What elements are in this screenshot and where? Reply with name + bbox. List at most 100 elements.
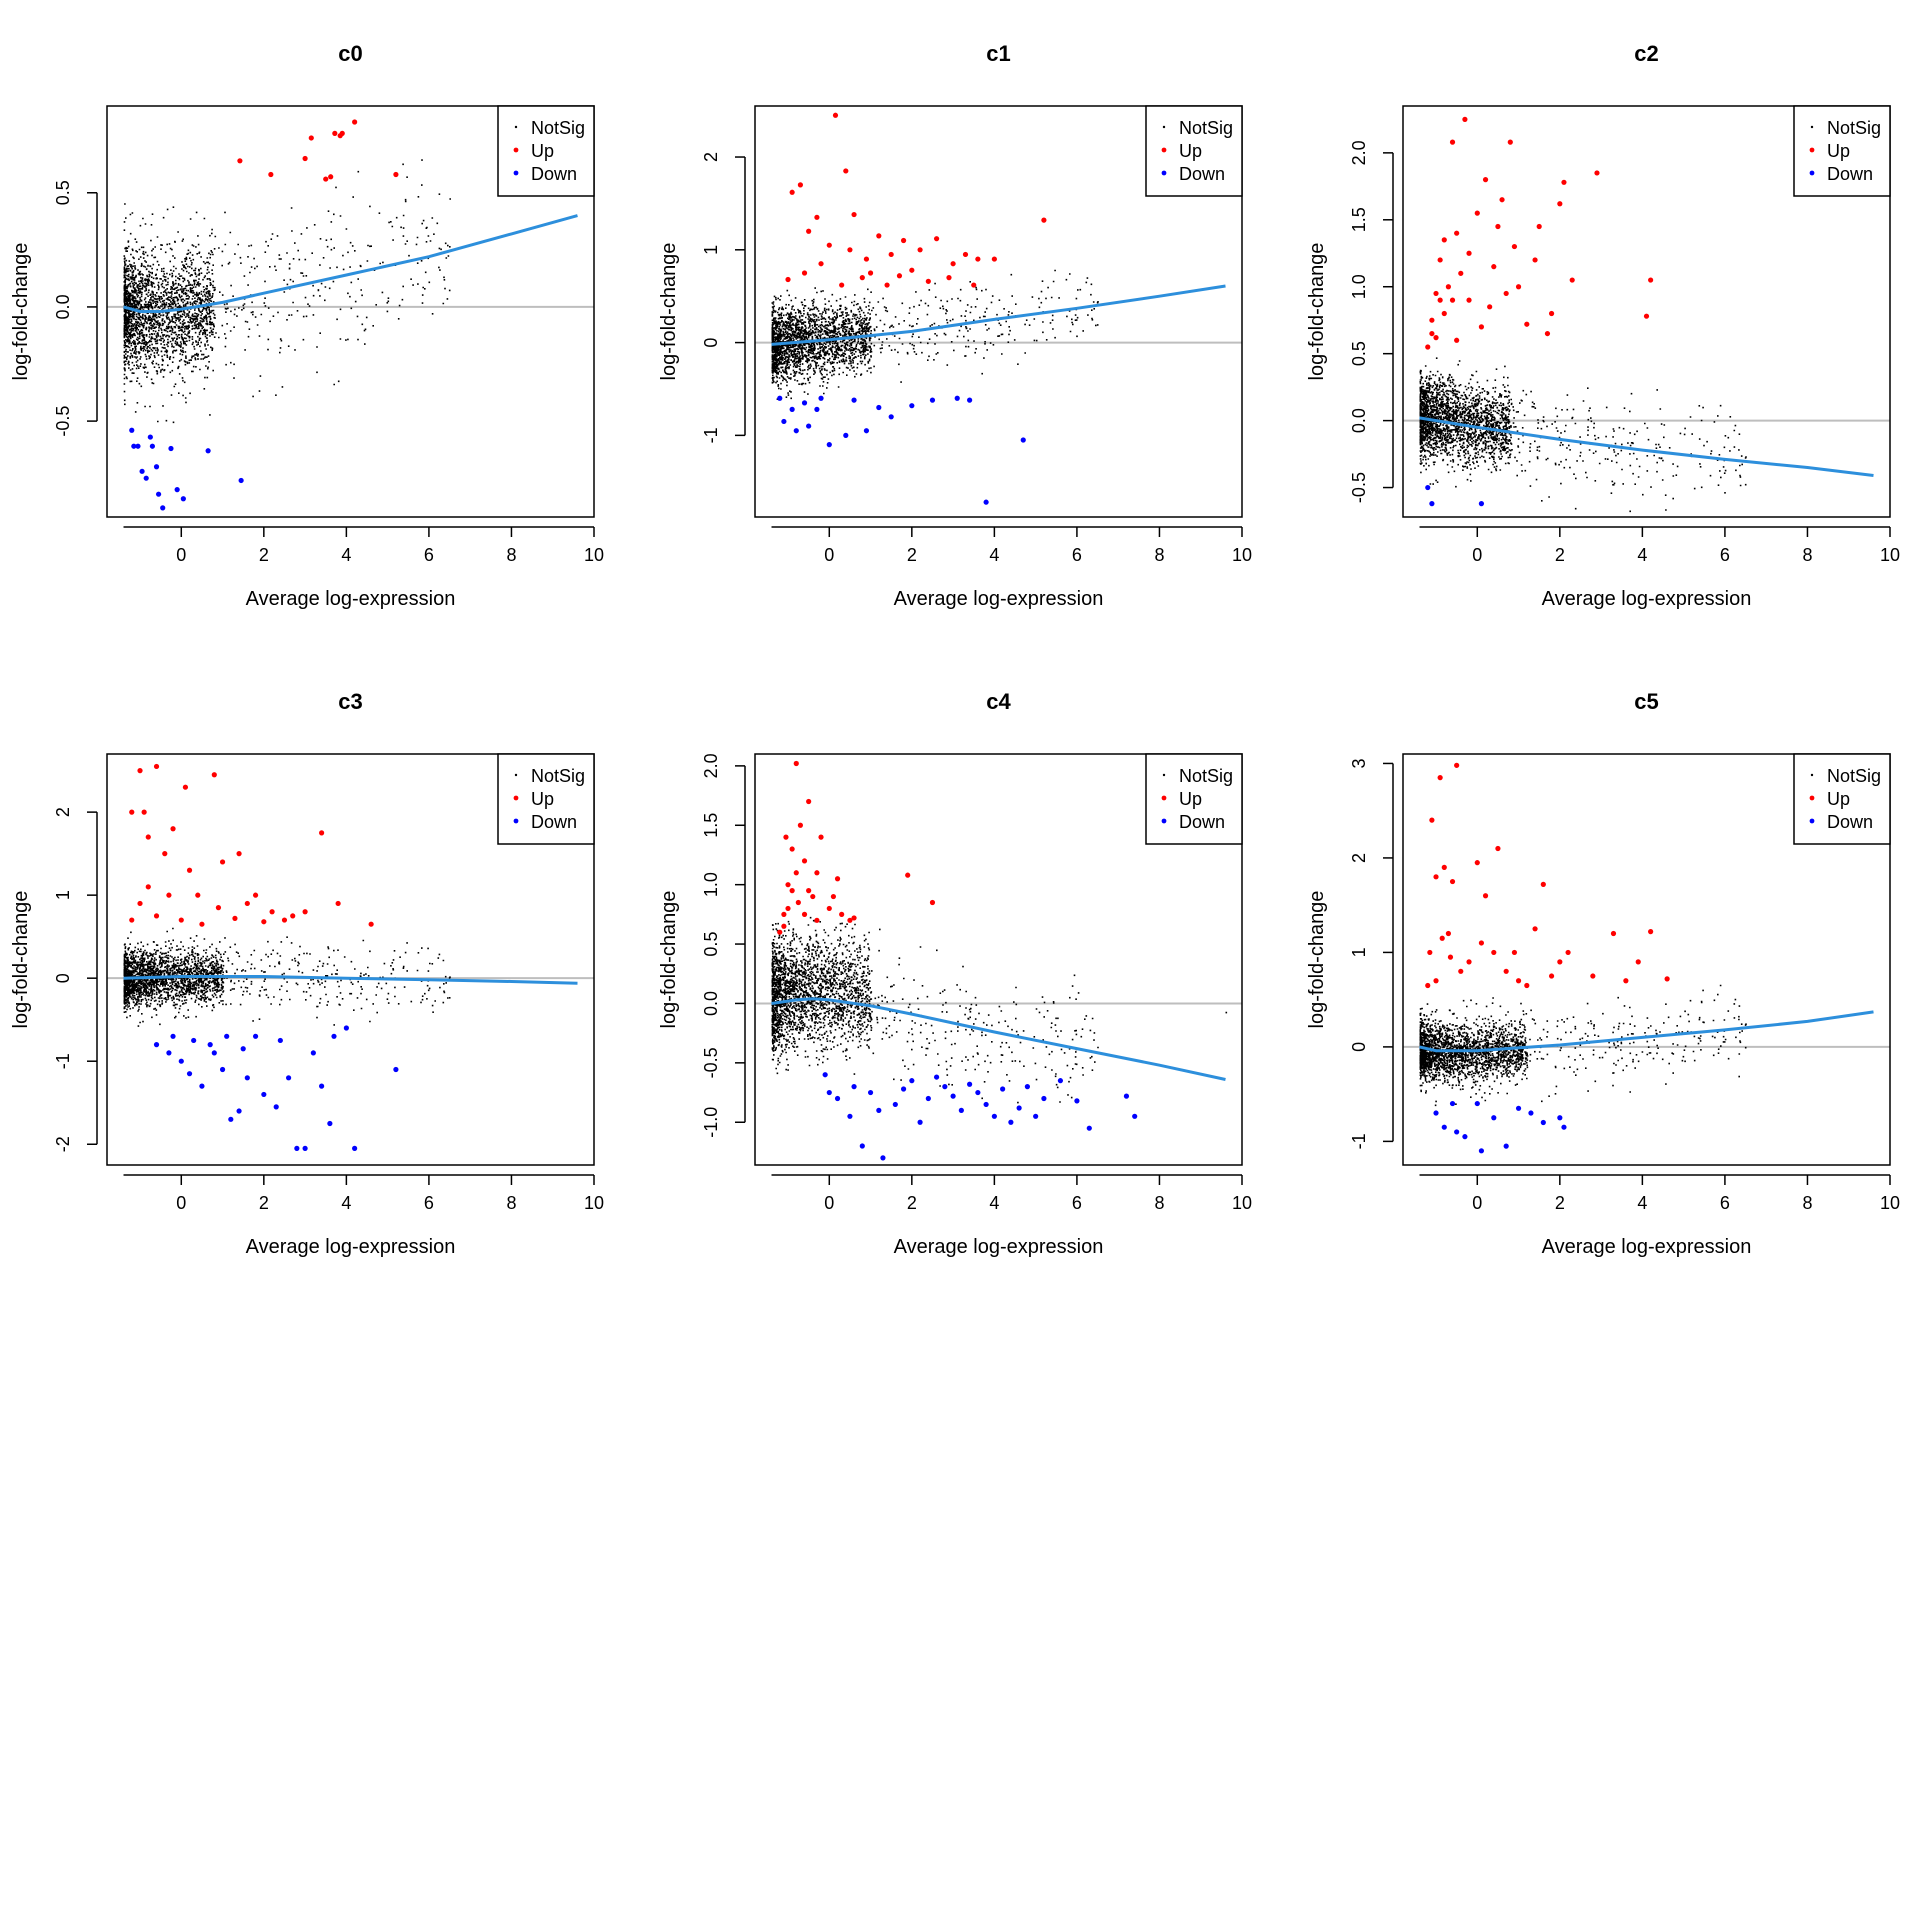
notsig-point-cloud xyxy=(771,269,1099,400)
down-point xyxy=(958,1107,964,1113)
down-point xyxy=(847,1113,853,1119)
down-point xyxy=(1024,1084,1030,1090)
up-point xyxy=(1441,310,1447,317)
legend-label-notsig: NotSig xyxy=(1179,118,1233,138)
up-point xyxy=(1454,230,1460,236)
up-point xyxy=(137,768,143,774)
up-point xyxy=(781,923,787,929)
x-tick-label: 10 xyxy=(584,1193,604,1213)
down-point xyxy=(207,1042,213,1048)
up-point xyxy=(1449,878,1456,885)
down-point xyxy=(1008,1119,1014,1125)
notsig-points xyxy=(771,916,1228,1104)
y-axis: -1.0 -0.5 0.0 0.5 1.0 1.5 2.0 log-fold-change xyxy=(658,753,746,1138)
up-point xyxy=(843,168,849,174)
up-point xyxy=(1447,954,1454,960)
up-point xyxy=(1491,949,1497,956)
up-points xyxy=(785,112,1047,288)
up-point xyxy=(1433,290,1439,297)
x-tick-label: 2 xyxy=(1555,545,1565,565)
up-point xyxy=(876,233,882,239)
x-axis: 0 2 4 6 8 10 Average log-expression xyxy=(1419,526,1900,610)
notsig-point-cloud xyxy=(1419,984,1747,1107)
up-point xyxy=(1540,881,1546,887)
down-point xyxy=(160,505,166,511)
down-point xyxy=(834,1095,841,1102)
up-point xyxy=(129,917,135,923)
up-point xyxy=(814,214,820,220)
x-tick-label: 2 xyxy=(907,1193,917,1213)
up-point xyxy=(170,826,176,832)
legend-marker-notsig xyxy=(514,125,518,129)
y-tick-label: 1 xyxy=(53,890,73,900)
down-points xyxy=(777,395,1026,505)
down-point xyxy=(983,1101,989,1108)
up-point xyxy=(1561,179,1567,185)
down-point xyxy=(880,1155,886,1161)
down-point xyxy=(909,403,915,409)
up-points xyxy=(1425,762,1670,989)
up-point xyxy=(1557,959,1563,965)
down-point xyxy=(170,1033,176,1039)
legend-label-down: Down xyxy=(531,812,577,832)
trend-line xyxy=(123,214,578,313)
up-point xyxy=(1524,982,1530,989)
legend: NotSig Up Down xyxy=(1793,753,1891,845)
y-axis-label: log-fold-change xyxy=(10,243,32,381)
legend-marker-up xyxy=(513,147,519,153)
up-point xyxy=(335,900,341,907)
up-point xyxy=(929,899,936,906)
up-point xyxy=(219,859,226,865)
up-point xyxy=(215,905,222,911)
down-point xyxy=(950,1093,956,1099)
down-point xyxy=(135,443,141,449)
legend: NotSig Up Down xyxy=(497,753,595,845)
up-point xyxy=(839,911,845,917)
legend-marker-up xyxy=(1161,795,1167,801)
x-tick-label: 4 xyxy=(989,545,999,565)
x-axis: 0 2 4 6 8 10 Average log-expression xyxy=(123,526,604,610)
down-point xyxy=(876,404,882,411)
down-point xyxy=(1478,1148,1485,1154)
down-point xyxy=(168,445,174,452)
up-point xyxy=(1524,321,1530,327)
up-point xyxy=(232,915,238,922)
plot-frame xyxy=(1402,753,1891,1166)
up-point xyxy=(1548,973,1555,979)
panel-title: c1 xyxy=(986,41,1010,66)
up-point xyxy=(1623,978,1629,984)
up-point xyxy=(1503,290,1509,297)
y-axis-label: log-fold-change xyxy=(1306,891,1328,1029)
legend-label-notsig: NotSig xyxy=(1179,766,1233,786)
up-point xyxy=(1536,223,1542,230)
up-point xyxy=(867,270,874,276)
plot-frame xyxy=(106,753,595,1166)
up-point xyxy=(777,929,783,935)
up-point xyxy=(281,917,288,923)
down-point xyxy=(236,1108,242,1114)
x-tick-label: 8 xyxy=(506,1193,516,1213)
up-point xyxy=(1429,317,1435,323)
up-point xyxy=(145,884,151,890)
down-point xyxy=(789,406,795,412)
up-point xyxy=(1499,197,1505,203)
x-tick-label: 4 xyxy=(1637,545,1647,565)
plot-frame xyxy=(1402,105,1891,518)
up-point xyxy=(834,876,841,882)
legend-marker-up xyxy=(1809,147,1815,153)
down-point xyxy=(851,397,857,403)
down-point xyxy=(1478,501,1485,507)
y-tick-label: 1.5 xyxy=(701,813,721,838)
down-point xyxy=(143,475,149,481)
down-point xyxy=(1561,1124,1567,1130)
y-tick-label: 0.5 xyxy=(701,932,721,957)
y-tick-label: 2.0 xyxy=(1349,140,1369,165)
down-point xyxy=(777,395,783,401)
up-point xyxy=(129,809,135,815)
notsig-points xyxy=(771,269,1099,400)
down-point xyxy=(967,397,973,403)
up-point xyxy=(178,917,184,923)
up-point xyxy=(1515,284,1522,290)
up-point xyxy=(1429,330,1435,337)
down-point xyxy=(1515,1105,1522,1111)
